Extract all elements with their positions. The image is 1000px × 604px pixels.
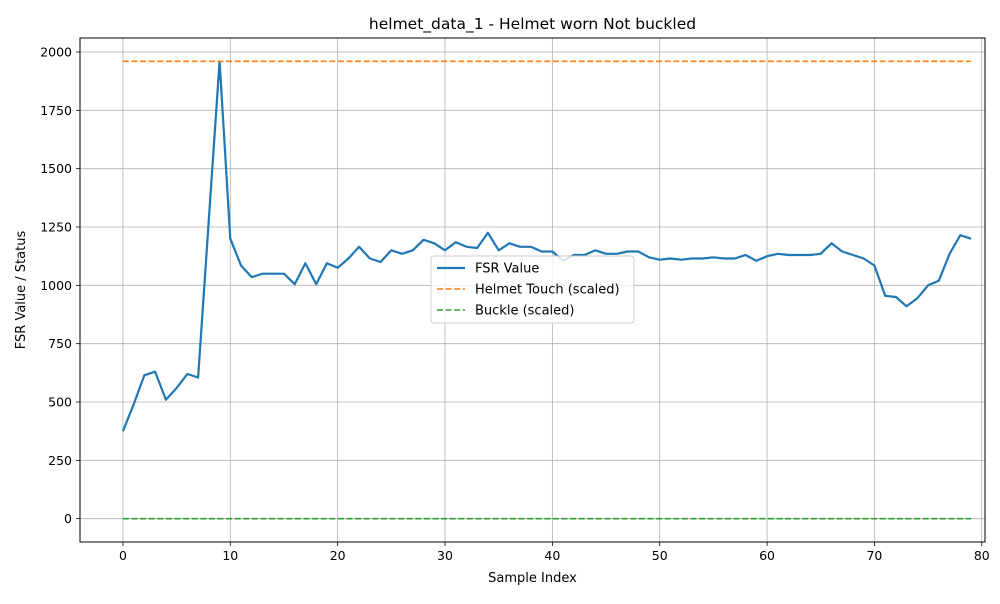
y-tick-label: 750 (48, 336, 72, 351)
y-tick-label: 1500 (40, 161, 72, 176)
y-tick-label: 1250 (40, 220, 72, 235)
legend-entry-label: Buckle (scaled) (475, 304, 574, 319)
y-tick-label: 1750 (40, 103, 72, 118)
x-axis-label: Sample Index (488, 571, 577, 586)
y-tick-label: 1000 (40, 278, 72, 293)
series-line-fsr-value (121, 60, 972, 432)
y-tick-label: 500 (48, 395, 72, 410)
x-tick-label: 40 (544, 548, 560, 563)
legend-box (430, 255, 635, 324)
axis-ticks: 0 10 20 30 40 50 60 70 80 0 250 500 750 1000 1250 1500 1… (40, 45, 990, 564)
chart-title: helmet_data_1 - Helmet worn Not buckled (369, 15, 696, 34)
y-tick-label: 250 (48, 453, 72, 468)
x-tick-label: 80 (974, 548, 990, 563)
x-tick-label: 60 (759, 548, 775, 563)
legend-entry-label: FSR Value (475, 262, 539, 277)
x-tick-label: 50 (652, 548, 668, 563)
y-tick-label: 2000 (40, 45, 72, 60)
legend-entry-label: Helmet Touch (scaled) (475, 283, 620, 298)
x-tick-label: 30 (437, 548, 453, 563)
plot-series (121, 60, 972, 520)
y-axis-label: FSR Value / Status (14, 231, 29, 350)
y-tick-label: 0 (64, 511, 72, 526)
legend: FSR Value Helmet Touch (scaled) Buckle (sc… (430, 255, 635, 324)
x-tick-label: 0 (119, 548, 127, 563)
x-tick-label: 10 (222, 548, 238, 563)
plot-frame (79, 37, 986, 543)
x-tick-label: 20 (330, 548, 346, 563)
x-tick-label: 70 (866, 548, 882, 563)
